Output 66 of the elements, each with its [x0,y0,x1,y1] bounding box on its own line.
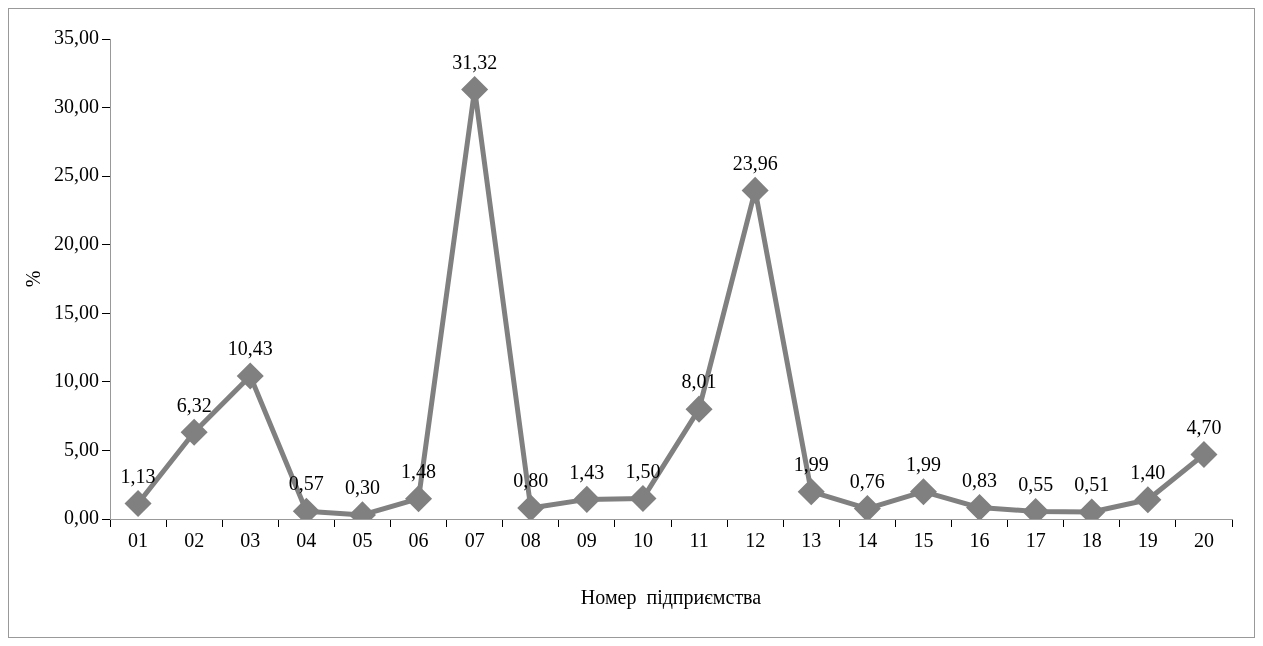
x-tick-label: 07 [464,529,485,552]
x-tick-label: 02 [184,529,205,552]
x-tick-label: 12 [745,529,766,552]
data-label: 1,99 [793,452,829,475]
point [854,496,880,519]
x-tick-label: 09 [576,529,597,552]
point [574,486,600,512]
point [686,396,712,422]
data-label: 0,51 [1074,473,1110,496]
x-tick-label: 15 [913,529,934,552]
x-tick-label: 19 [1137,529,1158,552]
data-label: 6,32 [176,393,212,416]
point [630,485,656,511]
point [125,491,151,516]
point [237,363,263,389]
x-tick-label: 17 [1025,529,1046,552]
x-tick-label: 14 [857,529,878,552]
data-label: 1,13 [120,464,156,487]
y-tick-label: 20,00 [54,231,99,254]
point [1191,442,1217,468]
y-tick-label: 5,00 [64,437,99,460]
x-tick-label: 13 [801,529,822,552]
point [910,479,936,505]
y-tick-label: 25,00 [54,163,99,186]
point [967,495,993,519]
y-tick-label: 35,00 [54,26,99,49]
x-tick-label: 16 [969,529,990,552]
data-label: 0,55 [1018,472,1054,495]
data-label: 1,50 [625,459,661,482]
point [742,177,768,203]
point [462,76,488,102]
y-tick-label: 15,00 [54,300,99,323]
point [798,479,824,505]
data-label: 4,70 [1186,415,1222,438]
x-tick-label: 01 [128,529,149,552]
data-label: 31,32 [452,50,498,73]
data-label: 1,43 [569,460,605,483]
point [406,486,432,512]
data-label: 0,76 [849,469,885,492]
x-tick-label: 11 [689,529,709,552]
data-label: 1,40 [1130,461,1166,484]
y-tick-label: 0,00 [64,506,99,529]
data-label: 0,30 [344,476,380,499]
x-tick-label: 20 [1193,529,1214,552]
point [518,495,544,519]
data-label: 0,80 [513,469,549,492]
x-tick-label: 18 [1081,529,1102,552]
data-label: 1,48 [401,459,437,482]
x-tick-label: 10 [632,529,653,552]
x-tick-label: 04 [296,529,317,552]
y-tick-label: 10,00 [54,369,99,392]
y-axis-title: % [22,270,45,288]
x-tick-label: 03 [240,529,261,552]
data-label: 8,01 [681,370,717,393]
x-tick-label: 08 [520,529,541,552]
data-label: 23,96 [732,151,778,174]
x-axis-title: Номер підприємства [580,586,762,610]
data-label: 0,57 [288,472,324,495]
y-tick-label: 30,00 [54,94,99,117]
point [181,419,207,445]
x-tick-label: 05 [352,529,373,552]
data-label: 0,83 [962,468,998,491]
point [1135,487,1161,513]
x-tick-label: 06 [408,529,429,552]
data-label: 1,99 [905,452,941,475]
data-label: 10,43 [227,337,273,360]
